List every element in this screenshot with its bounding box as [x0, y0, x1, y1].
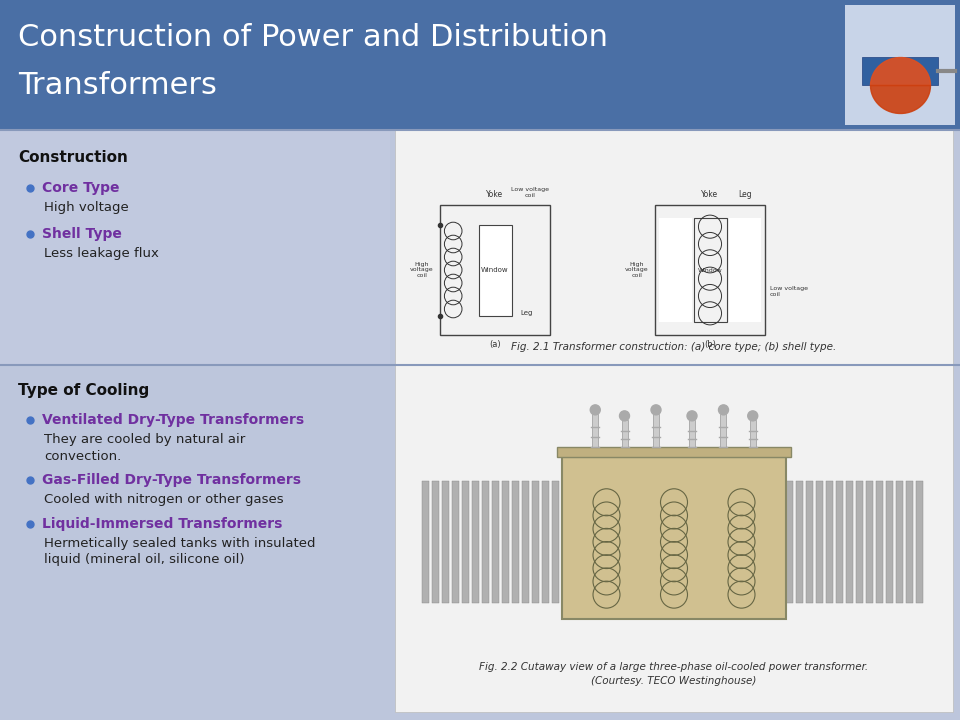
Text: Liquid-Immersed Transformers: Liquid-Immersed Transformers	[42, 517, 282, 531]
Bar	[845, 5, 955, 125]
Circle shape	[651, 405, 661, 415]
Bar	[836, 481, 844, 603]
Text: Low voltage
coil: Low voltage coil	[770, 286, 808, 297]
Text: Leg: Leg	[738, 190, 752, 199]
Text: They are cooled by natural air: They are cooled by natural air	[44, 433, 245, 446]
Text: Construction of Power and Distribution: Construction of Power and Distribution	[18, 24, 608, 53]
Text: Yoke: Yoke	[487, 190, 504, 199]
Bar	[557, 447, 791, 456]
Text: Less leakage flux: Less leakage flux	[44, 248, 158, 261]
Bar	[541, 481, 548, 603]
Bar	[0, 130, 960, 720]
Bar	[721, 414, 727, 447]
Text: (a): (a)	[490, 340, 501, 349]
Bar	[906, 481, 914, 603]
Text: Core Type: Core Type	[42, 181, 119, 195]
Bar	[442, 481, 448, 603]
Text: liquid (mineral oil, silicone oil): liquid (mineral oil, silicone oil)	[44, 554, 245, 567]
Text: High
voltage
coil: High voltage coil	[410, 261, 434, 279]
Bar	[660, 218, 691, 322]
Bar	[521, 481, 529, 603]
Bar	[551, 481, 559, 603]
Bar	[621, 420, 628, 447]
Bar	[729, 218, 760, 322]
Bar	[0, 130, 390, 365]
Text: Cooled with nitrogen or other gases: Cooled with nitrogen or other gases	[44, 493, 283, 506]
Bar	[797, 481, 804, 603]
Bar	[806, 481, 813, 603]
Text: Shell Type: Shell Type	[42, 227, 122, 241]
Bar	[655, 205, 765, 335]
Bar	[421, 481, 428, 603]
Bar	[867, 481, 874, 603]
Bar	[886, 481, 894, 603]
Text: High
voltage
coil: High voltage coil	[625, 261, 649, 279]
Bar	[440, 205, 550, 335]
Text: Gas-Filled Dry-Type Transformers: Gas-Filled Dry-Type Transformers	[42, 473, 301, 487]
Bar	[462, 481, 468, 603]
Bar	[750, 420, 756, 447]
Bar	[501, 481, 509, 603]
Bar	[562, 456, 786, 619]
Bar	[431, 481, 439, 603]
Bar	[482, 481, 489, 603]
Text: Ventilated Dry-Type Transformers: Ventilated Dry-Type Transformers	[42, 413, 304, 427]
Text: (Courtesy. TECO Westinghouse): (Courtesy. TECO Westinghouse)	[591, 676, 756, 686]
Text: Transformers: Transformers	[18, 71, 217, 99]
Bar	[492, 481, 498, 603]
Bar	[786, 481, 794, 603]
Bar	[827, 481, 833, 603]
Bar	[897, 481, 903, 603]
Bar	[512, 481, 518, 603]
Bar	[395, 365, 953, 712]
Bar	[917, 481, 924, 603]
Circle shape	[748, 411, 757, 421]
Bar	[451, 481, 459, 603]
Bar	[817, 481, 824, 603]
Bar	[876, 481, 883, 603]
Text: High voltage: High voltage	[44, 202, 129, 215]
Text: Window: Window	[481, 267, 509, 273]
Text: Yoke: Yoke	[702, 190, 719, 199]
Text: Fig. 2.2 Cutaway view of a large three-phase oil-cooled power transformer.: Fig. 2.2 Cutaway view of a large three-p…	[479, 662, 869, 672]
Text: Hermetically sealed tanks with insulated: Hermetically sealed tanks with insulated	[44, 538, 316, 551]
Circle shape	[687, 411, 697, 421]
Bar	[856, 481, 863, 603]
Bar	[395, 130, 953, 365]
Text: convection.: convection.	[44, 449, 121, 462]
Text: Fig. 2.1 Transformer construction: (a) core type; (b) shell type.: Fig. 2.1 Transformer construction: (a) c…	[512, 342, 836, 352]
Circle shape	[718, 405, 729, 415]
Bar	[653, 414, 659, 447]
Bar	[478, 225, 512, 315]
Bar	[862, 57, 938, 85]
Bar	[689, 420, 695, 447]
Bar	[592, 414, 598, 447]
Text: Window: Window	[698, 268, 722, 272]
Bar	[532, 481, 539, 603]
Text: Construction: Construction	[18, 150, 128, 166]
Text: Type of Cooling: Type of Cooling	[18, 382, 149, 397]
Bar	[693, 218, 727, 322]
Text: Leg: Leg	[520, 310, 533, 317]
Text: Low voltage
coil: Low voltage coil	[512, 187, 549, 198]
Bar	[0, 0, 960, 130]
Circle shape	[590, 405, 600, 415]
Circle shape	[619, 411, 630, 421]
Bar	[847, 481, 853, 603]
Text: (b): (b)	[704, 340, 716, 349]
Bar	[471, 481, 478, 603]
